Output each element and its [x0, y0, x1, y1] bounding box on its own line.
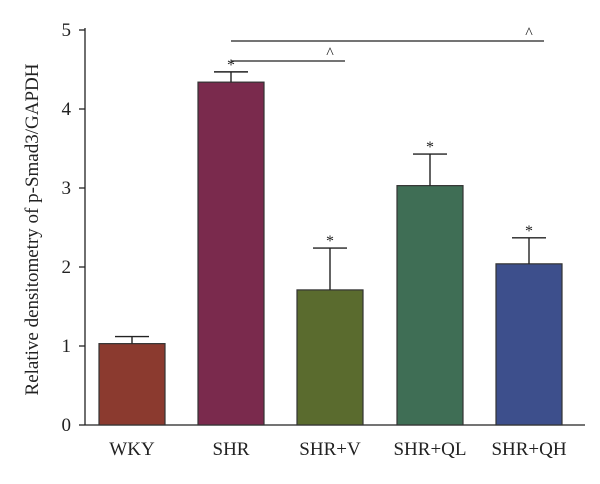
significance-star: * — [525, 223, 533, 240]
x-tick-label: SHR+QL — [393, 439, 466, 460]
y-tick-label: 3 — [62, 178, 72, 199]
significance-star: * — [227, 57, 235, 74]
bar-shr-ql — [396, 185, 464, 426]
y-axis-label: Relative densitometry of p-Smad3/GAPDH — [22, 63, 43, 395]
significance-star: * — [426, 139, 434, 156]
bars — [98, 81, 563, 426]
y-tick-label: 5 — [62, 20, 72, 41]
error-bars — [115, 71, 546, 344]
comparison-mark: ^ — [326, 45, 334, 62]
y-tick-label: 1 — [62, 336, 72, 357]
y-tick-label: 4 — [62, 99, 72, 120]
significance-marks: * * * * — [227, 57, 533, 250]
significance-star: * — [326, 233, 334, 250]
bar-shr-v — [296, 289, 364, 426]
bar-shr-qh — [495, 263, 563, 426]
x-tick-label: SHR — [213, 439, 250, 460]
y-ticks: 0 1 2 3 4 5 — [62, 20, 85, 436]
bar-shr — [197, 81, 265, 426]
x-tick-label: SHR+QH — [491, 439, 566, 460]
x-tick-labels: WKY SHR SHR+V SHR+QL SHR+QH — [109, 439, 567, 460]
bar-wky — [98, 343, 166, 426]
x-tick-label: SHR+V — [299, 439, 361, 460]
comparison-brackets: ^^ — [231, 25, 544, 62]
y-tick-label: 2 — [62, 257, 72, 278]
y-tick-label: 0 — [62, 415, 72, 436]
x-tick-label: WKY — [109, 439, 155, 460]
comparison-mark: ^ — [525, 25, 533, 42]
y-axis-label-group: Relative densitometry of p-Smad3/GAPDH — [22, 63, 43, 395]
